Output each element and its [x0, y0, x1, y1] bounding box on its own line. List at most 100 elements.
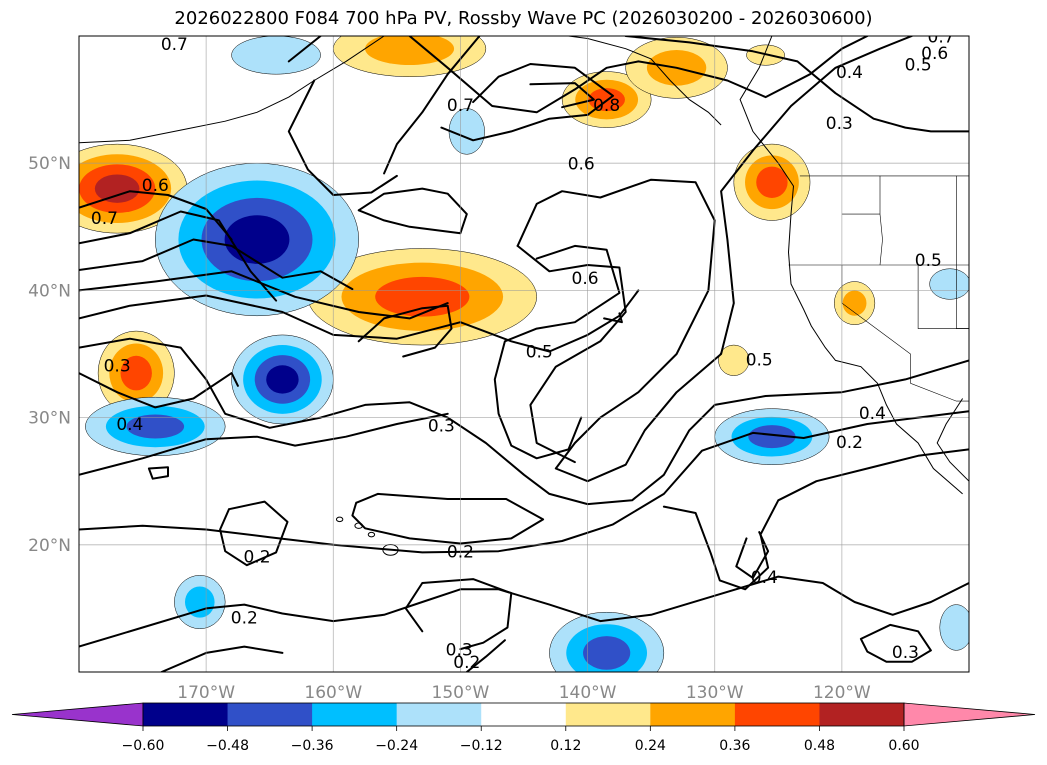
colorbar-segment	[396, 703, 482, 726]
pv-contour-18	[516, 244, 627, 464]
contour-label: 0.7	[928, 27, 955, 47]
pv-contour-2	[79, 238, 354, 291]
pv-contour-1	[79, 210, 278, 302]
colorbar-tick-label: 0.12	[550, 738, 581, 754]
contour-label: 0.3	[826, 114, 853, 134]
pv-contour-30	[287, 36, 322, 63]
lat-tick-label: 50°N	[28, 154, 71, 174]
colorbar-tick-label: −0.60	[122, 738, 165, 754]
contour-label: 0.4	[836, 63, 863, 83]
anomaly-shade-14-level-3	[583, 636, 631, 670]
pv-contour-17	[516, 36, 913, 483]
anomaly-shade-6-level-3	[756, 166, 788, 198]
anomaly-shade-12-level-3	[126, 414, 185, 439]
colorbar-segment	[312, 703, 398, 726]
coastline-3	[435, 36, 722, 126]
pv-contour-13	[440, 63, 614, 142]
anomaly-shade-10-level-4	[224, 215, 290, 264]
contour-label: 0.6	[142, 176, 169, 196]
colorbar-tick-label: −0.24	[375, 738, 418, 754]
colorbar-extend-high	[903, 702, 1036, 727]
contour-label: 0.2	[231, 609, 258, 629]
border-line-5	[917, 265, 969, 329]
contour-label: 0.5	[915, 251, 942, 271]
contour-label: 0.4	[751, 568, 778, 588]
colorbar-segment	[481, 703, 567, 726]
colorbar-segment	[227, 703, 313, 726]
pv-contour-28	[287, 79, 398, 196]
colorbar-tick-label: −0.48	[206, 738, 249, 754]
anomaly-shade-16-level-1	[231, 36, 321, 75]
pv-contour-31	[147, 466, 169, 480]
colorbar-tick-label: 0.48	[804, 738, 835, 754]
pv-contour-10	[160, 645, 284, 672]
colorbar-segment	[565, 703, 651, 726]
contour-label: 0.4	[859, 404, 886, 424]
pv-contour-20	[603, 312, 623, 324]
contour-label: 0.5	[905, 55, 932, 75]
pv-contour-26	[404, 578, 513, 651]
anomaly-shade-0-level-4	[94, 174, 140, 203]
colorbar-segment	[143, 703, 229, 726]
colorbar-extend-low	[11, 702, 144, 727]
lon-tick-label: 150°W	[432, 683, 490, 703]
contour-label: 0.7	[91, 209, 118, 229]
border-line-4	[955, 175, 969, 329]
pv-contour-27	[357, 187, 468, 235]
anomaly-shade-3-level-2	[365, 36, 455, 66]
coastline-2	[79, 36, 385, 144]
contour-label: 0.7	[447, 96, 474, 116]
pv-contour-6	[79, 372, 239, 409]
contour-label: 0.8	[593, 96, 620, 116]
contour-label: 0.6	[921, 44, 948, 64]
contour-label: 0.2	[836, 433, 863, 453]
colorbar-tick-label: 0.60	[888, 738, 919, 754]
lon-tick-label: 170°W	[177, 683, 235, 703]
lon-tick-label: 140°W	[559, 683, 617, 703]
pv-contour-15	[383, 36, 481, 175]
contour-label: 0.3	[446, 640, 473, 660]
colorbar-segment	[819, 703, 905, 726]
lon-tick-label: 120°W	[813, 683, 871, 703]
pv-contour-25	[351, 492, 545, 545]
contour-label: 0.6	[572, 269, 599, 289]
lon-tick-label: 130°W	[686, 683, 744, 703]
anomaly-shade-11-level-4	[266, 365, 299, 394]
anomaly-shade-13-level-3	[748, 425, 796, 449]
pv-contour-3	[79, 270, 449, 320]
contour-label: 0.5	[526, 343, 553, 363]
colorbar-segment	[734, 703, 820, 726]
lat-tick-label: 40°N	[28, 281, 71, 301]
pv-contour-21	[662, 448, 969, 591]
contour-label: 0.6	[568, 154, 595, 174]
anomaly-shade-7-level-2	[842, 290, 867, 316]
pv-contour-12	[408, 36, 869, 114]
pv-contour-16	[624, 36, 969, 133]
colorbar-tick-label: 0.24	[635, 738, 666, 754]
pv-contour-24	[219, 500, 289, 567]
hawaii-island-3	[335, 516, 344, 523]
lat-tick-label: 30°N	[28, 409, 71, 429]
contour-label: 0.2	[447, 542, 474, 562]
anomaly-shade-15-level-2	[184, 586, 215, 618]
contour-label: 0.3	[892, 643, 919, 663]
pv-contour-14	[529, 82, 595, 109]
pv-contour-5	[79, 337, 969, 506]
chart-title: 2026022800 F084 700 hPa PV, Rossby Wave …	[174, 8, 873, 29]
anomaly-shade-8-level-1	[718, 344, 750, 376]
colorbar-segment	[650, 703, 736, 726]
contour-label: 0.2	[453, 653, 480, 673]
colorbar-tick-label: −0.36	[291, 738, 334, 754]
plot-frame	[78, 35, 970, 673]
contour-label: 0.4	[116, 415, 143, 435]
colorbar-frame	[142, 702, 905, 727]
contour-label: 0.7	[161, 35, 188, 55]
lon-tick-label: 160°W	[304, 683, 362, 703]
anomaly-shade-2-level-3	[120, 355, 152, 391]
pv-contour-29	[357, 304, 453, 358]
contour-label: 0.3	[428, 417, 455, 437]
contour-label: 0.3	[104, 357, 131, 377]
pv-contour-7	[79, 412, 449, 476]
pv-contour-19	[493, 244, 621, 460]
